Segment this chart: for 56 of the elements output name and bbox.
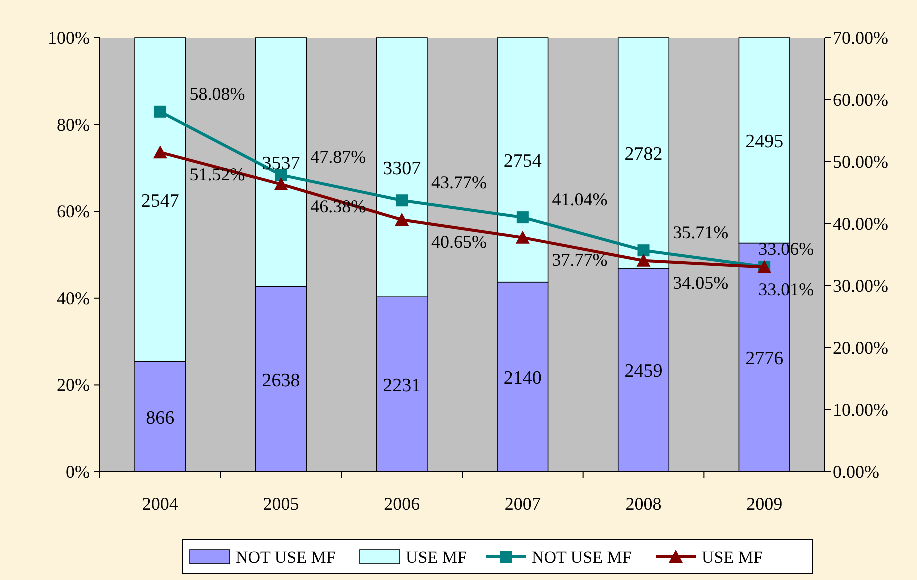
y2-tick-label: 40.00% (833, 214, 888, 234)
y-tick-label: 0% (66, 462, 90, 482)
y2-tick-label: 30.00% (833, 276, 888, 296)
data-label: 41.04% (552, 190, 608, 210)
point (275, 169, 288, 182)
point (395, 212, 410, 226)
annotation: 2782 (624, 144, 663, 166)
point (636, 254, 651, 267)
legend-label: USE MF (702, 548, 763, 567)
data-label: 35.71% (673, 222, 729, 243)
annotation: 2231 (383, 376, 422, 397)
legend-label: NOT USE MF (236, 548, 336, 567)
data-label: 37.77% (552, 250, 608, 270)
annotation: 2459 (624, 361, 663, 382)
y-tick-label: 100% (48, 28, 90, 48)
legend-label: USE MF (406, 548, 467, 567)
y2-tick-label: 60.00% (833, 90, 888, 110)
data-label: 58.08% (190, 84, 246, 104)
annotation: 2140 (504, 368, 542, 390)
data-label: 51.52% (190, 164, 246, 185)
point (154, 106, 166, 118)
x-tick-label: 2004 (142, 494, 178, 514)
annotation: 2638 (262, 370, 300, 392)
data-label: 34.05% (673, 272, 729, 293)
annotation: 2547 (141, 190, 180, 212)
y-tick-label: 80% (57, 114, 90, 135)
annotation: 3537 (262, 153, 300, 174)
data-label: 46.38% (310, 196, 366, 216)
y2-tick-label: 50.00% (833, 152, 888, 172)
x-tick-label: 2007 (504, 494, 541, 514)
y-tick-label: 20% (57, 375, 90, 396)
point (516, 212, 529, 224)
annotation: 2776 (746, 348, 784, 370)
x-tick-label: 2005 (263, 494, 300, 514)
point (274, 177, 288, 190)
annotation: 2495 (746, 132, 784, 153)
y2-tick-label: 0.00% (833, 462, 880, 482)
x-tick-label: 2008 (626, 494, 662, 514)
y2-tick-label: 20.00% (833, 338, 888, 358)
y2-tick-label: 70.00% (833, 28, 888, 48)
x-tick-label: 2006 (384, 494, 420, 514)
data-label: 47.87% (310, 147, 366, 168)
point (516, 230, 530, 244)
point (153, 146, 168, 159)
point (396, 194, 408, 207)
annotation: 2754 (504, 151, 542, 172)
y2-tick-label: 10.00% (833, 400, 888, 420)
point (638, 244, 650, 257)
data-label: 40.65% (431, 232, 487, 252)
x-tick-label: 2009 (746, 494, 783, 514)
legend-label: NOT USE MF (532, 548, 632, 567)
annotation: 3307 (383, 158, 422, 180)
y-tick-label: 40% (57, 288, 90, 308)
data-label: 43.77% (431, 172, 487, 193)
annotation: 866 (146, 408, 175, 429)
y-tick-label: 60% (57, 202, 90, 222)
